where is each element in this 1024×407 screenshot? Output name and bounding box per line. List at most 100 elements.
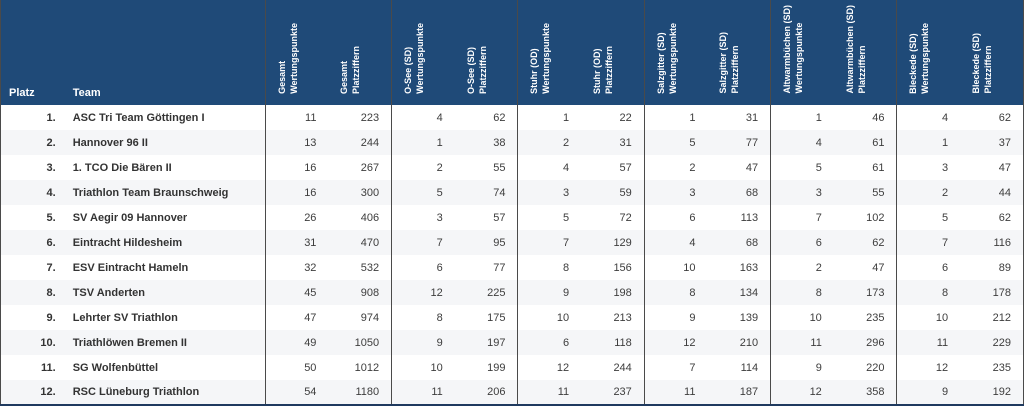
value-cell: 6: [896, 255, 961, 280]
table-header: Platz Team Gesamt Wertungspunkte Gesamt Pla…: [0, 0, 1024, 105]
value-cell: 11: [643, 380, 708, 405]
value-cell: 235: [866, 311, 885, 324]
value-cell: 139: [739, 311, 759, 324]
value-cell: 470: [360, 236, 380, 249]
value-cell: 173: [866, 286, 885, 299]
value-cell: 5: [896, 205, 961, 230]
value-cell: 47: [745, 161, 759, 174]
value-cell: 225: [487, 286, 506, 299]
value-cell: 102: [866, 211, 885, 224]
value-cell: 213: [613, 311, 632, 324]
value-cell: 199: [487, 361, 506, 374]
value-cell: 223: [360, 111, 380, 124]
value-cell: 62: [872, 236, 885, 249]
value-cell: 57: [619, 161, 632, 174]
value-cell: 187: [739, 386, 759, 398]
value-cell: 134: [739, 286, 759, 299]
rotated-header-label: Gesamt Platzziffern: [339, 45, 362, 94]
value-cell: 26: [264, 205, 329, 230]
value-cell: 3: [643, 180, 708, 205]
value-cell: 974: [360, 311, 380, 324]
value-cell: 47: [264, 305, 329, 330]
value-cell: 8: [391, 305, 455, 330]
platz-cell: 6.: [46, 236, 56, 249]
value-cell: 6: [643, 205, 708, 230]
value-cell: 77: [745, 136, 759, 149]
rotated-header-label: Stuhr (OD) Wertungspunkte: [529, 23, 552, 94]
value-cell: 532: [360, 261, 380, 274]
col-header-bleckede-wertungspunkte: Bleckede (SD) Wertungspunkte: [896, 0, 961, 105]
rotated-header-label: Gesamt Wertungspunkte: [276, 23, 299, 94]
value-cell: 5: [517, 205, 582, 230]
value-cell: 7: [896, 230, 961, 255]
value-cell: 5: [770, 155, 834, 180]
platz-cell: 9.: [46, 311, 56, 324]
col-header-stuhr-platzziffern: Stuhr (OD) Platzziffern: [581, 0, 645, 105]
value-cell: 220: [866, 361, 885, 374]
value-cell: 47: [872, 261, 885, 274]
value-cell: 77: [493, 261, 506, 274]
value-cell: 11: [517, 380, 582, 405]
value-cell: 244: [613, 361, 632, 374]
rotated-header-label: O-See (SD) Platzziffern: [465, 45, 488, 94]
team-cell: ASC Tri Team Göttingen I: [72, 111, 205, 124]
value-cell: 31: [264, 230, 329, 255]
value-cell: 12: [517, 355, 582, 380]
value-cell: 1: [391, 130, 455, 155]
value-cell: 10: [643, 255, 708, 280]
value-cell: 9: [770, 355, 834, 380]
table-row: 4. Triathlon Team Braunschweig 16 300 5 74 3 59…: [0, 180, 1024, 205]
team-cell: Eintracht Hildesheim: [72, 236, 183, 249]
value-cell: 210: [739, 336, 759, 349]
value-cell: 62: [493, 111, 506, 124]
header-row: Platz Team Gesamt Wertungspunkte Gesamt Pla…: [0, 0, 1024, 105]
rotated-header-label: Stuhr (OD) Platzziffern: [592, 45, 615, 94]
value-cell: 178: [992, 286, 1011, 299]
value-cell: 908: [360, 286, 380, 299]
value-cell: 235: [992, 361, 1011, 374]
value-cell: 61: [872, 161, 885, 174]
value-cell: 113: [740, 211, 759, 224]
table-row: 3. 1. TCO Die Bären II 16 267 2 55 4 57 2 47 5 61 3 4…: [1, 155, 1024, 180]
col-header-o-see-wertungspunkte: O-See (SD) Wertungspunkte: [391, 0, 455, 105]
rotated-header-label: Salzgitter (SD) Wertungspunkte: [655, 23, 678, 94]
value-cell: 11: [770, 330, 834, 355]
platz-cell: 10.: [40, 336, 56, 349]
value-cell: 10: [517, 305, 582, 330]
rotated-header-label: Bleckede (SD) Platzziffern: [971, 33, 994, 94]
col-header-bleckede-platzziffern: Bleckede (SD) Platzziffern: [960, 0, 1024, 105]
value-cell: 95: [493, 236, 506, 249]
value-cell: 4: [770, 130, 834, 155]
value-cell: 22: [619, 111, 632, 124]
col-header-salzgitter-wertungspunkte: Salzgitter (SD) Wertungspunkte: [643, 0, 708, 105]
value-cell: 44: [998, 186, 1011, 199]
platz-cell: 8.: [46, 286, 56, 299]
value-cell: 1012: [354, 361, 380, 374]
rotated-header-label: Salzgitter (SD) Platzziffern: [718, 32, 741, 94]
table-row: 7. ESV Eintracht Hameln 32 532 6 77 8 156 10 163 2…: [1, 255, 1024, 280]
value-cell: 11: [264, 105, 329, 130]
value-cell: 4: [896, 105, 961, 130]
value-cell: 2: [391, 155, 455, 180]
col-header-platz: Platz: [0, 0, 65, 105]
team-cell: Lehrter SV Triathlon: [72, 311, 178, 324]
value-cell: 49: [264, 330, 329, 355]
value-cell: 358: [866, 386, 885, 398]
value-cell: 62: [998, 111, 1011, 124]
value-cell: 3: [770, 180, 834, 205]
platz-cell: 11.: [41, 361, 56, 374]
value-cell: 13: [264, 130, 329, 155]
table-row: 2. Hannover 96 II 13 244 1 38 2 31 5 77 4 61 1 37: [0, 130, 1024, 155]
value-cell: 8: [770, 280, 834, 305]
col-header-stuhr-wertungspunkte: Stuhr (OD) Wertungspunkte: [517, 0, 582, 105]
table-row: 5. SV Aegir 09 Hannover 26 406 3 57 5 72 6 113 7 10…: [1, 205, 1024, 230]
value-cell: 4: [391, 105, 455, 130]
team-cell: TSV Anderten: [72, 286, 146, 299]
value-cell: 163: [739, 261, 759, 274]
table-row: 11. SG Wolfenbüttel 50 1012 10 199 12 244 7 114 9 2…: [1, 355, 1024, 380]
table-row: 10. Triathlöwen Bremen II 49 1050 9 197 6 118 12…: [0, 330, 1024, 355]
value-cell: 55: [493, 161, 506, 174]
value-cell: 5: [391, 180, 455, 205]
